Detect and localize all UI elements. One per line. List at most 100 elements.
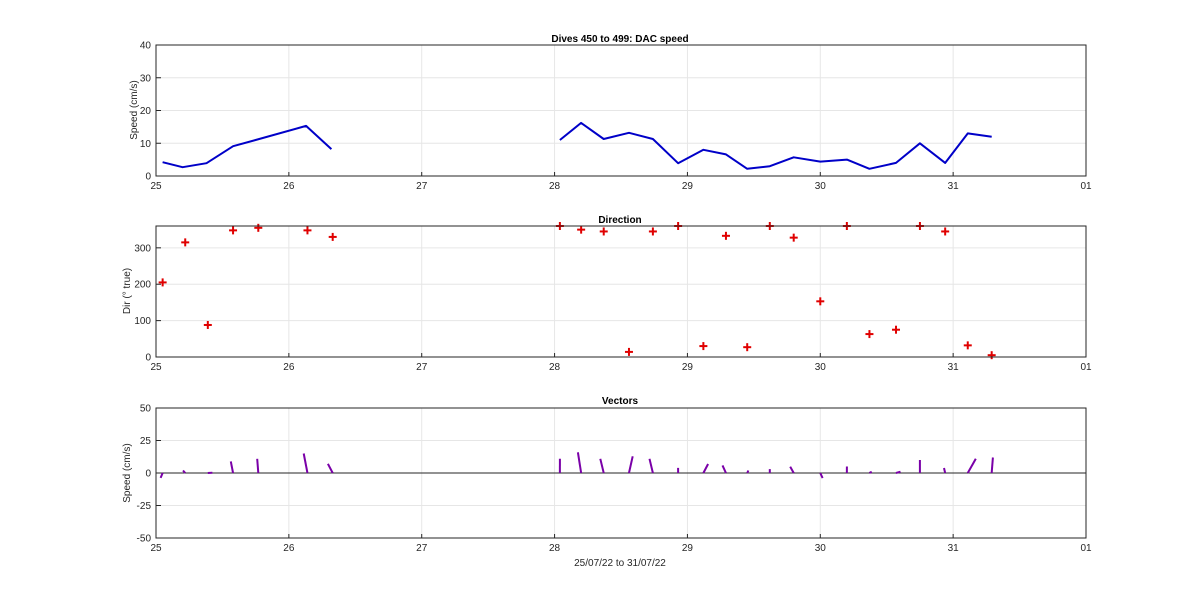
direction-point xyxy=(963,341,972,350)
direction-marks xyxy=(158,222,996,360)
vector-stick xyxy=(990,457,994,474)
speed-x-tick-label: 01 xyxy=(1080,181,1092,192)
direction-x-tick-label: 01 xyxy=(1080,362,1092,373)
speed-y-tick-label: 0 xyxy=(145,172,151,183)
direction-x-tick-label: 29 xyxy=(682,362,694,373)
direction-point xyxy=(721,231,730,240)
speed-x-tick-label: 29 xyxy=(682,181,694,192)
vector-stick xyxy=(702,463,709,474)
vectors-panel: Vectors Speed (cm/s) 25 26 27 28 29 30 31 01502… xyxy=(122,396,1092,569)
speed-title: Dives 450 to 499: DAC speed xyxy=(551,34,688,45)
vectors-y-tick-label: 50 xyxy=(140,404,152,415)
speed-marks xyxy=(162,121,992,170)
speed-y-tick-label: 40 xyxy=(140,41,152,52)
direction-y-axis-label: Dir (° true) xyxy=(122,268,133,314)
direction-x-tick-label: 28 xyxy=(549,362,561,373)
speed-series-line xyxy=(162,124,333,169)
vectors-x-tick-label: 29 xyxy=(682,543,694,554)
vectors-x-tick-label: 30 xyxy=(815,543,827,554)
direction-point xyxy=(254,223,263,232)
vector-stick xyxy=(302,453,309,474)
vectors-x-tick-label: 25 xyxy=(150,543,162,554)
vector-stick xyxy=(182,469,186,474)
vector-stick xyxy=(648,458,654,474)
direction-point xyxy=(303,226,312,235)
vectors-y-tick-label: -25 xyxy=(137,501,152,512)
direction-point xyxy=(181,238,190,247)
speed-axes: 25 26 27 28 29 30 31 01 0 10 20 30 40 xyxy=(140,41,1092,193)
direction-point xyxy=(203,320,212,329)
vector-stick xyxy=(819,472,824,479)
speed-panel: Dives 450 to 499: DAC speed Speed (cm/s)… xyxy=(129,34,1092,192)
direction-x-tick-label: 27 xyxy=(416,362,428,373)
vectors-title: Vectors xyxy=(602,396,639,407)
vector-stick xyxy=(966,458,977,474)
speed-y-axis-label: Speed (cm/s) xyxy=(129,80,140,139)
vectors-marks xyxy=(156,452,1086,479)
speed-x-tick-label: 30 xyxy=(815,181,827,192)
direction-point xyxy=(648,227,657,236)
vector-stick xyxy=(627,456,634,474)
vectors-y-axis-label: Speed (cm/s) xyxy=(122,443,133,502)
speed-x-tick-label: 25 xyxy=(150,181,162,192)
vectors-x-tick-label: 26 xyxy=(283,543,295,554)
vectors-plot-frame xyxy=(155,407,1087,539)
direction-point xyxy=(892,325,901,334)
direction-plot-frame xyxy=(155,225,1087,358)
speed-y-tick-label: 20 xyxy=(140,106,152,117)
direction-grid xyxy=(156,226,1086,357)
direction-point xyxy=(229,226,238,235)
direction-x-tick-label: 30 xyxy=(815,362,827,373)
speed-y-tick-label: 30 xyxy=(140,73,152,84)
vectors-x-tick-label: 28 xyxy=(549,543,561,554)
speed-x-tick-label: 28 xyxy=(549,181,561,192)
vectors-y-tick-label: -50 xyxy=(137,534,152,545)
speed-x-tick-label: 26 xyxy=(283,181,295,192)
vectors-x-tick-label: 27 xyxy=(416,543,428,554)
speed-x-tick-label: 31 xyxy=(948,181,960,192)
direction-point xyxy=(941,227,950,236)
direction-point xyxy=(743,343,752,352)
vector-stick xyxy=(895,470,901,474)
direction-x-tick-label: 26 xyxy=(283,362,295,373)
direction-y-tick-label: 100 xyxy=(134,316,151,327)
vector-stick xyxy=(868,470,873,474)
vectors-x-tick-label: 01 xyxy=(1080,543,1092,554)
speed-x-tick-label: 27 xyxy=(416,181,428,192)
direction-point xyxy=(624,347,633,356)
vectors-y-tick-label: 25 xyxy=(140,436,152,447)
vector-stick xyxy=(576,452,583,474)
vector-stick xyxy=(789,466,795,474)
speed-plot-frame xyxy=(155,44,1087,177)
direction-title: Direction xyxy=(598,215,641,226)
direction-point xyxy=(699,342,708,351)
direction-x-tick-label: 25 xyxy=(150,362,162,373)
vectors-axes: 25 26 27 28 29 30 31 01 50 25 0 -25 -50 xyxy=(137,404,1092,555)
vector-stick xyxy=(256,458,260,474)
direction-y-tick-label: 200 xyxy=(134,280,151,291)
direction-y-tick-label: 0 xyxy=(145,353,151,364)
speed-grid xyxy=(156,45,1086,176)
direction-point xyxy=(816,297,825,306)
vector-stick xyxy=(746,470,750,474)
vector-stick xyxy=(159,472,164,479)
direction-axes: 25 26 27 28 29 30 31 01 0 100 200 300 xyxy=(134,225,1092,373)
direction-point xyxy=(865,330,874,339)
direction-x-tick-label: 31 xyxy=(948,362,960,373)
direction-point xyxy=(599,227,608,236)
direction-point xyxy=(789,233,798,242)
direction-point xyxy=(577,225,586,234)
direction-y-tick-label: 300 xyxy=(134,243,151,254)
speed-y-tick-label: 10 xyxy=(140,139,152,150)
vector-stick xyxy=(721,464,727,474)
vectors-y-tick-label: 0 xyxy=(145,469,151,480)
direction-point xyxy=(158,278,167,287)
vector-stick xyxy=(943,467,947,474)
direction-panel: Direction Dir (° true) 25 26 27 28 29 30 31 010… xyxy=(122,215,1092,373)
vector-stick xyxy=(327,463,334,474)
vector-stick xyxy=(229,461,235,474)
vectors-x-tick-label: 31 xyxy=(948,543,960,554)
direction-point xyxy=(987,351,996,360)
direction-point xyxy=(328,232,337,241)
